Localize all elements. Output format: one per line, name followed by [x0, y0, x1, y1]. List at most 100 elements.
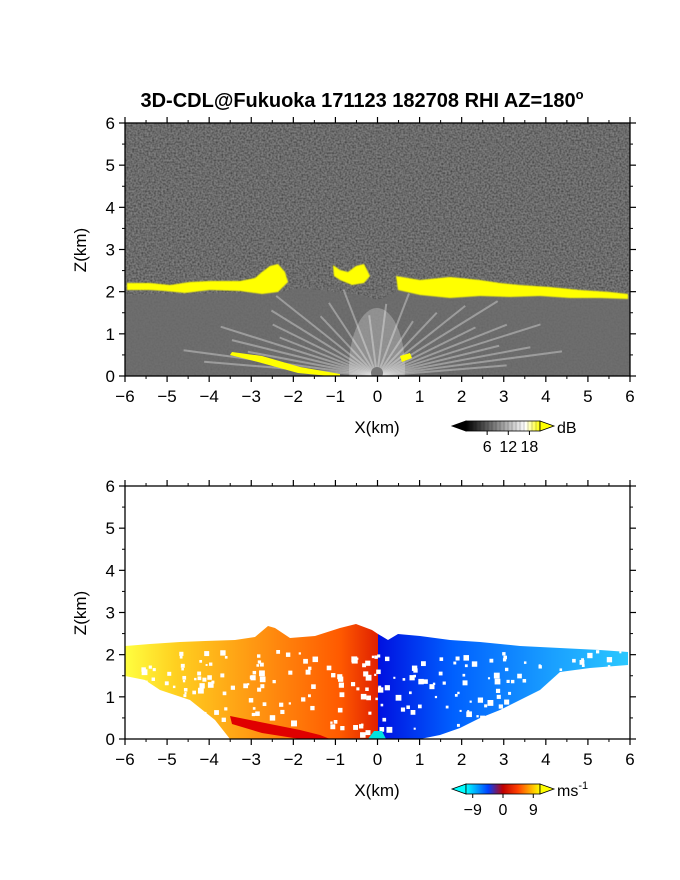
speckle	[445, 705, 449, 709]
fan-ray	[376, 364, 507, 376]
speckle	[164, 681, 169, 686]
speckle	[395, 694, 402, 701]
speckle	[439, 657, 444, 661]
speckle	[192, 690, 197, 695]
speckle	[457, 691, 460, 695]
x-tick-label: 2	[457, 750, 466, 769]
speckle	[222, 691, 227, 696]
y-axis-label-bottom: Z(km)	[71, 591, 90, 635]
speckle	[508, 691, 512, 695]
colorbar-left-arrow	[450, 783, 467, 795]
speckle	[330, 724, 336, 730]
speckle	[260, 684, 265, 689]
speckle	[140, 691, 144, 696]
speckle	[152, 668, 156, 672]
speckle	[256, 664, 260, 667]
speckle	[408, 691, 412, 695]
fan-ray	[376, 300, 499, 376]
speckle	[423, 679, 428, 684]
fan-rays	[183, 289, 563, 376]
speckle	[409, 675, 415, 681]
speckle	[603, 717, 610, 724]
speckle	[361, 723, 364, 727]
speckle	[612, 672, 615, 675]
speckle	[308, 666, 312, 670]
colorbar-left-arrow	[450, 420, 467, 432]
fan-ray	[220, 325, 378, 376]
y-tick-label: 1	[106, 325, 115, 344]
speckle	[386, 726, 393, 733]
speckle	[340, 726, 345, 731]
speckle	[311, 684, 316, 689]
speckle	[141, 669, 148, 676]
speckle	[455, 656, 460, 661]
speckles	[140, 650, 623, 739]
speckle	[375, 697, 378, 701]
speckle	[259, 670, 265, 677]
speckle	[487, 677, 491, 680]
low-layer-red	[230, 716, 330, 739]
x-tick-label: 0	[373, 750, 382, 769]
speckle	[263, 702, 266, 706]
speckle	[572, 658, 576, 663]
x-tick-label: −5	[157, 387, 176, 406]
speckle	[177, 724, 183, 730]
speckle	[489, 658, 494, 663]
speckle	[164, 729, 170, 736]
speckle	[251, 712, 255, 717]
speckle	[197, 676, 202, 681]
fan-ray	[376, 326, 476, 376]
y-tick-label: 5	[106, 519, 115, 538]
speckle	[167, 671, 172, 676]
speckle	[619, 651, 622, 654]
speckle	[148, 716, 152, 721]
speckle	[269, 715, 276, 721]
speckle	[143, 685, 148, 690]
speckle	[326, 665, 332, 671]
speckle	[384, 656, 390, 662]
x-tick-label: −3	[242, 750, 261, 769]
speckle	[595, 700, 599, 704]
speckle	[153, 695, 158, 699]
speckle	[249, 675, 254, 680]
speckle	[374, 655, 378, 659]
speckle	[216, 728, 221, 733]
speckle	[461, 731, 468, 738]
speckle	[230, 685, 235, 690]
speckle	[182, 675, 187, 680]
fan-ray	[279, 336, 378, 376]
x-axis-label-top: X(km)	[354, 418, 399, 437]
speckle	[517, 727, 523, 732]
speckle	[500, 720, 506, 726]
speckle	[207, 675, 212, 680]
near-echo-right	[400, 353, 412, 362]
speckle	[442, 681, 446, 685]
speckle	[291, 720, 297, 727]
speckle	[199, 659, 203, 663]
speckle	[418, 678, 424, 685]
colorbar-tick-label: 9	[529, 802, 538, 819]
speckle	[285, 652, 291, 657]
speckle	[565, 730, 570, 735]
speckle	[301, 697, 306, 702]
speckle	[183, 688, 188, 692]
speckle	[365, 660, 371, 666]
speckle	[463, 655, 470, 661]
speckle	[339, 692, 345, 698]
speckle	[410, 710, 416, 715]
speckle	[517, 734, 521, 737]
speckle	[220, 673, 225, 678]
speckle	[374, 673, 377, 676]
x-tick-label: −5	[157, 750, 176, 769]
speckle	[338, 676, 344, 682]
speckle	[247, 683, 250, 686]
speckle	[179, 655, 183, 659]
speckle	[205, 663, 208, 666]
speckle	[288, 702, 291, 705]
fan-ray	[231, 339, 378, 376]
y-tick-label: 0	[106, 730, 115, 749]
colorbar-ticks: −9 0 9	[464, 794, 538, 819]
speckle	[467, 710, 470, 713]
speckle	[330, 721, 333, 724]
speckle	[197, 687, 204, 694]
